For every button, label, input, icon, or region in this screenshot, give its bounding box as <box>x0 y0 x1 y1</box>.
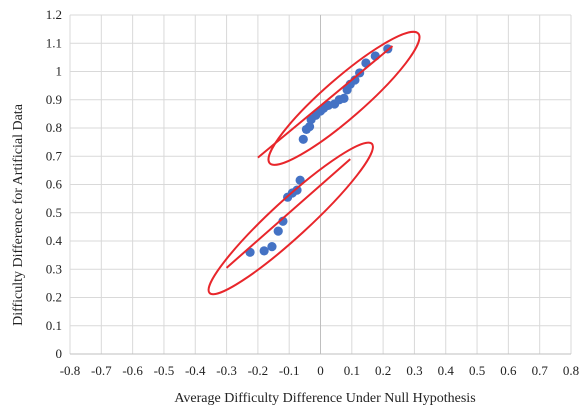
x-tick-label: 0.4 <box>438 363 455 378</box>
data-point <box>267 242 277 252</box>
y-tick-label: 0.8 <box>46 120 62 135</box>
x-tick-label: 0.2 <box>375 363 391 378</box>
y-tick-label: 0 <box>56 346 63 361</box>
x-tick-label: -0.6 <box>122 363 143 378</box>
y-tick-label: 0.6 <box>46 177 63 192</box>
tick-labels: 00.10.20.30.40.50.60.70.80.911.11.2-0.8-… <box>46 7 579 378</box>
highlight-ellipse <box>207 141 374 296</box>
x-tick-label: 0.5 <box>469 363 485 378</box>
x-tick-label: 0.7 <box>532 363 549 378</box>
y-tick-label: 1.1 <box>46 35 62 50</box>
x-tick-label: 0.3 <box>406 363 422 378</box>
x-tick-label: -0.8 <box>60 363 81 378</box>
data-point <box>259 246 269 256</box>
y-tick-label: 0.3 <box>46 261 62 276</box>
x-tick-label: -0.4 <box>185 363 206 378</box>
x-tick-label: 0.6 <box>500 363 517 378</box>
data-point <box>339 93 349 103</box>
x-tick-label: -0.3 <box>216 363 237 378</box>
data-point <box>298 134 308 144</box>
x-tick-label: 0.1 <box>344 363 360 378</box>
y-tick-label: 0.9 <box>46 92 62 107</box>
data-point <box>292 185 302 195</box>
y-tick-label: 1.2 <box>46 7 62 22</box>
trend-line <box>257 45 394 159</box>
x-tick-label: -0.5 <box>154 363 175 378</box>
annotations <box>207 30 421 296</box>
x-tick-label: -0.1 <box>279 363 300 378</box>
y-tick-label: 0.2 <box>46 290 62 305</box>
y-tick-label: 0.7 <box>46 148 63 163</box>
highlight-ellipse <box>267 30 421 166</box>
y-tick-label: 0.1 <box>46 318 62 333</box>
x-axis-title: Average Difficulty Difference Under Null… <box>174 391 475 406</box>
data-point <box>278 216 288 226</box>
x-tick-label: -0.7 <box>91 363 112 378</box>
y-tick-label: 1 <box>56 64 63 79</box>
data-point <box>304 121 315 132</box>
x-tick-label: 0.8 <box>563 363 579 378</box>
x-tick-label: -0.2 <box>248 363 269 378</box>
x-tick-label: 0 <box>317 363 324 378</box>
y-tick-label: 0.5 <box>46 205 62 220</box>
y-tick-label: 0.4 <box>46 233 63 248</box>
trend-line <box>225 158 351 269</box>
data-point <box>350 75 360 85</box>
data-point <box>273 226 283 236</box>
y-axis-title: Difficulty Difference for Artificial Dat… <box>11 103 26 326</box>
